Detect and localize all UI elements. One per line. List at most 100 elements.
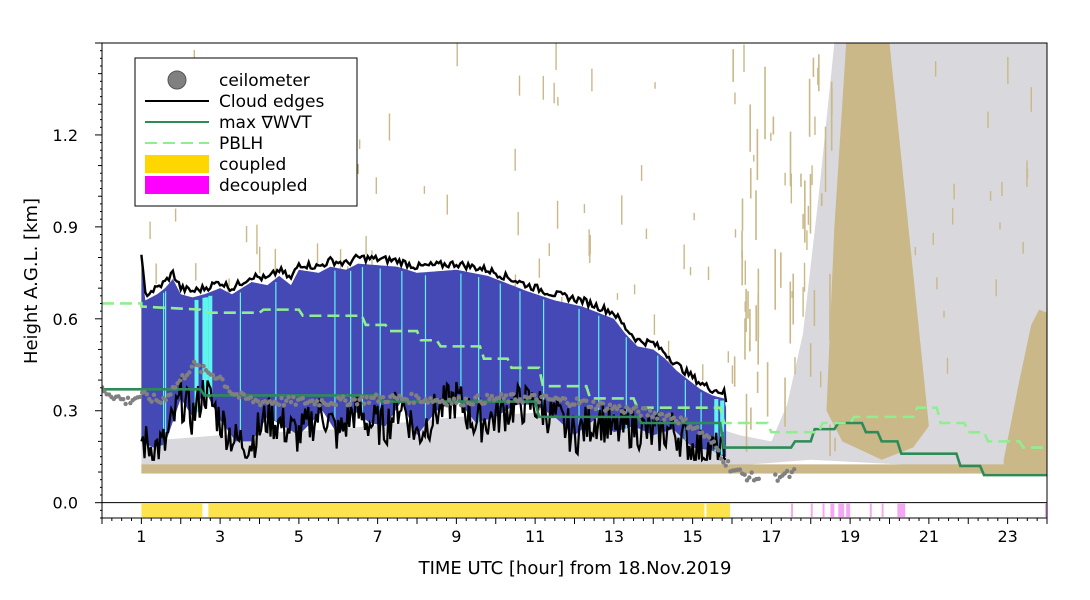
fog-streak: [744, 318, 746, 360]
decoupled-interval: [838, 503, 845, 517]
cloud-highlight-streak: [401, 271, 403, 402]
ceilometer-point: [595, 403, 601, 408]
ceilometer-point: [792, 467, 797, 472]
fog-streak: [743, 44, 745, 73]
ceilometer-point: [607, 402, 613, 407]
decoupled-interval: [791, 503, 794, 517]
ceilometer-point: [354, 402, 360, 407]
fog-streak: [770, 132, 772, 141]
fog-streak: [936, 277, 938, 290]
ceilometer-point: [671, 415, 676, 420]
cloud-highlight-streak: [578, 308, 580, 433]
fog-streak: [755, 305, 758, 342]
fog-streak: [824, 126, 827, 193]
fog-streak: [789, 281, 792, 344]
fog-streak: [228, 278, 230, 287]
ceilometer-point: [591, 399, 596, 405]
fog-streak: [616, 293, 619, 300]
fog-streak: [358, 139, 361, 149]
fog-streak: [755, 190, 757, 241]
x-tick-label: 3: [215, 527, 225, 546]
fog-streak: [784, 377, 786, 427]
cloud-highlight-streak: [194, 299, 199, 413]
y-tick-label: 0.6: [53, 310, 78, 329]
ceilometer-point: [128, 400, 133, 406]
fog-streak: [517, 212, 519, 236]
legend-label: PBLH: [219, 134, 263, 154]
ceilometer-point: [678, 415, 684, 420]
ceilometer-point: [605, 406, 610, 411]
fog-streak: [829, 424, 831, 457]
ceilometer-point: [487, 396, 492, 402]
y-tick-label: 1.2: [53, 126, 78, 145]
cloud-highlight-streak: [625, 337, 627, 429]
ceilometer-point: [784, 468, 790, 474]
fog-streak: [589, 234, 591, 255]
ceilometer-point: [723, 463, 728, 468]
ceilometer-point: [343, 398, 348, 403]
fog-streak: [943, 310, 945, 318]
ceilometer-point: [220, 377, 225, 382]
fog-streak: [749, 104, 752, 152]
fog-streak: [999, 222, 1001, 230]
y-tick-label: 0.0: [53, 494, 78, 513]
ceilometer-point: [747, 475, 752, 480]
fog-streak: [583, 204, 586, 214]
ceilometer-point: [182, 376, 187, 381]
ceilometer-point: [659, 411, 665, 417]
fog-streak: [557, 96, 559, 106]
y-axis-label: Height A.G.L. [km]: [21, 198, 42, 364]
ceilometer-point: [593, 406, 598, 412]
fog-streak: [741, 198, 744, 231]
fog-streak: [756, 128, 759, 180]
ceilometer-point: [447, 397, 452, 402]
fog-streak: [830, 81, 833, 151]
ceilometer-point: [411, 400, 417, 406]
fog-streak: [753, 155, 755, 162]
ceilometer-point: [102, 389, 107, 394]
fog-streak: [989, 191, 992, 201]
evening-cloud-mass: [826, 43, 929, 460]
fog-streak: [987, 111, 989, 128]
ceilometer-point: [456, 395, 461, 400]
fog-streak: [774, 249, 777, 310]
fog-streak: [357, 163, 359, 174]
y-tick-label: 0.3: [53, 402, 78, 421]
ceilometer-point: [636, 409, 641, 414]
ceilometer-point: [725, 459, 731, 464]
legend-label: decoupled: [219, 176, 308, 196]
cloud-highlight-streak: [163, 292, 165, 445]
ceilometer-point: [317, 403, 322, 408]
cloud-highlight-streak: [684, 380, 686, 441]
ceilometer-point: [666, 412, 672, 417]
ceilometer-point: [158, 400, 164, 406]
ceilometer-point: [144, 392, 150, 397]
ceilometer-point: [633, 404, 639, 409]
decoupled-interval: [897, 503, 906, 517]
fog-streak: [756, 371, 759, 393]
fog-streak: [817, 67, 819, 85]
ceilometer-point: [364, 395, 369, 400]
coupling-bar: [102, 502, 1047, 517]
ceilometer-point: [201, 363, 206, 369]
fog-streak: [749, 168, 752, 199]
cloud-highlight-streak: [350, 270, 352, 417]
ceilometer-point: [699, 430, 705, 435]
ceilometer-point: [496, 395, 502, 400]
ceilometer-point: [475, 393, 480, 398]
cloud-highlight-streak: [334, 270, 336, 430]
fog-streak: [1026, 168, 1029, 179]
cloud-highlight-streak: [543, 299, 545, 410]
fog-streak: [831, 88, 833, 115]
ceilometer-point: [617, 403, 622, 409]
fog-streak: [633, 284, 636, 295]
legend-marker: [167, 70, 187, 90]
fog-streak: [834, 437, 836, 452]
fog-streak: [809, 343, 812, 377]
ceilometer-point: [737, 467, 743, 472]
ceilometer-point: [706, 435, 712, 440]
ceilometer-point: [279, 395, 284, 401]
ceilometer-point: [180, 373, 185, 378]
ceilometer-point: [484, 392, 490, 398]
